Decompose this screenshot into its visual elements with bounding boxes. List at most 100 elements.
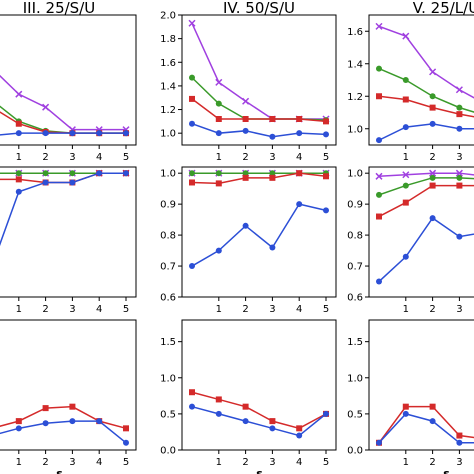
point-red	[42, 405, 49, 412]
x-tick-label: 2	[242, 304, 248, 315]
y-tick-label: 1.6	[347, 27, 363, 38]
point-blue	[456, 233, 463, 240]
point-red	[402, 199, 409, 206]
series-line-purple	[378, 25, 474, 99]
x-tick-label: 1	[403, 304, 409, 315]
series-line-purple	[191, 22, 326, 120]
x-tick-label: 3	[269, 457, 275, 468]
y-tick-label: 1.4	[160, 81, 176, 92]
axes-frame	[181, 166, 337, 298]
series-line-blue	[0, 420, 127, 444]
point-red	[15, 176, 22, 183]
y-tick-label: 1.4	[347, 59, 363, 70]
point-green	[42, 170, 49, 177]
y-tick-label: 1.5	[160, 337, 176, 348]
y-tick-label: 1.0	[160, 373, 176, 384]
point-blue	[215, 410, 222, 417]
x-tick-label: 5	[123, 152, 129, 163]
x-tick-label: 1	[16, 152, 22, 163]
point-purple	[242, 97, 250, 105]
point-blue	[323, 410, 329, 417]
y-tick-label: 1.0	[160, 129, 176, 140]
point-blue	[242, 418, 249, 425]
point-blue	[123, 439, 129, 446]
series-line-blue	[378, 217, 474, 283]
point-purple	[215, 78, 223, 86]
point-red	[15, 418, 22, 425]
axes-frame	[0, 166, 137, 298]
panel-III-top: III. 25/S/U 1 2 3 4 5	[0, 0, 137, 163]
axes-frame	[181, 14, 337, 146]
y-tick-label: 1.2	[160, 105, 176, 116]
point-red	[189, 179, 195, 186]
point-purple	[42, 103, 50, 111]
point-blue	[96, 130, 103, 137]
x-tick-label: 4	[96, 457, 102, 468]
x-tick-label: 1	[403, 152, 409, 163]
point-blue	[189, 403, 195, 410]
point-red	[242, 174, 249, 181]
x-tick-label: 5	[123, 457, 129, 468]
point-blue	[15, 425, 22, 432]
panel-III-mid: 1 2 3 4 5	[0, 166, 137, 315]
point-red	[215, 116, 222, 122]
point-blue	[376, 278, 382, 285]
x-tick-label: 4	[296, 304, 302, 315]
point-green	[376, 191, 382, 198]
point-blue	[42, 179, 49, 186]
series-line-red	[191, 391, 327, 430]
point-purple	[429, 169, 437, 177]
x-tick-label: 3	[456, 304, 462, 315]
x-tick-label: 1	[403, 457, 409, 468]
x-tick-label: 2	[242, 457, 248, 468]
point-red	[15, 120, 22, 127]
point-blue	[123, 170, 129, 177]
point-purple	[15, 90, 23, 98]
panel-III-bot: 1 2 3 4 5 ε	[0, 319, 137, 474]
point-blue	[42, 130, 49, 137]
y-tick-label: 1.2	[347, 92, 363, 103]
x-tick-label: 3	[269, 152, 275, 163]
x-tick-label: 5	[323, 152, 329, 163]
x-tick-label: 1	[16, 457, 22, 468]
axes-frame	[0, 14, 137, 146]
point-red	[456, 182, 463, 189]
y-tick-label: 0.8	[347, 231, 363, 242]
x-tick-label: 5	[323, 304, 329, 315]
series-line-red	[0, 405, 127, 430]
point-blue	[189, 263, 195, 270]
y-tick-label: 1.8	[160, 34, 176, 45]
axes-frame	[181, 319, 337, 451]
x-tick-label: 4	[296, 152, 302, 163]
point-blue	[69, 418, 76, 425]
point-blue	[15, 188, 22, 195]
point-red	[189, 389, 195, 396]
point-blue	[376, 137, 382, 144]
point-red	[376, 93, 382, 100]
y-tick-label: 0.9	[160, 200, 176, 211]
panel-title: III. 25/S/U	[23, 0, 96, 17]
panel-title: IV. 50/S/U	[223, 0, 295, 17]
point-red	[429, 182, 436, 189]
series-line-blue	[191, 405, 327, 437]
point-blue	[215, 247, 222, 254]
point-green	[429, 93, 436, 100]
point-red	[296, 116, 303, 122]
point-blue	[296, 130, 303, 137]
series-line-purple	[0, 74, 126, 131]
point-blue	[96, 418, 103, 425]
series-line-red	[378, 184, 474, 218]
series-line-blue	[378, 123, 474, 141]
panel-IV-top: IV. 50/S/U 1 2 3 4 5 1.0 1.2 1.4 1.6 1.8 2.0	[160, 0, 337, 163]
point-blue	[429, 418, 436, 425]
x-tick-label: 2	[42, 152, 48, 163]
point-blue	[242, 222, 249, 229]
y-tick-label: 1.0	[347, 169, 363, 180]
point-blue	[456, 125, 463, 132]
series-line-blue	[191, 123, 327, 138]
point-green	[15, 170, 22, 177]
series-line-blue	[0, 172, 126, 247]
point-green	[456, 174, 463, 181]
